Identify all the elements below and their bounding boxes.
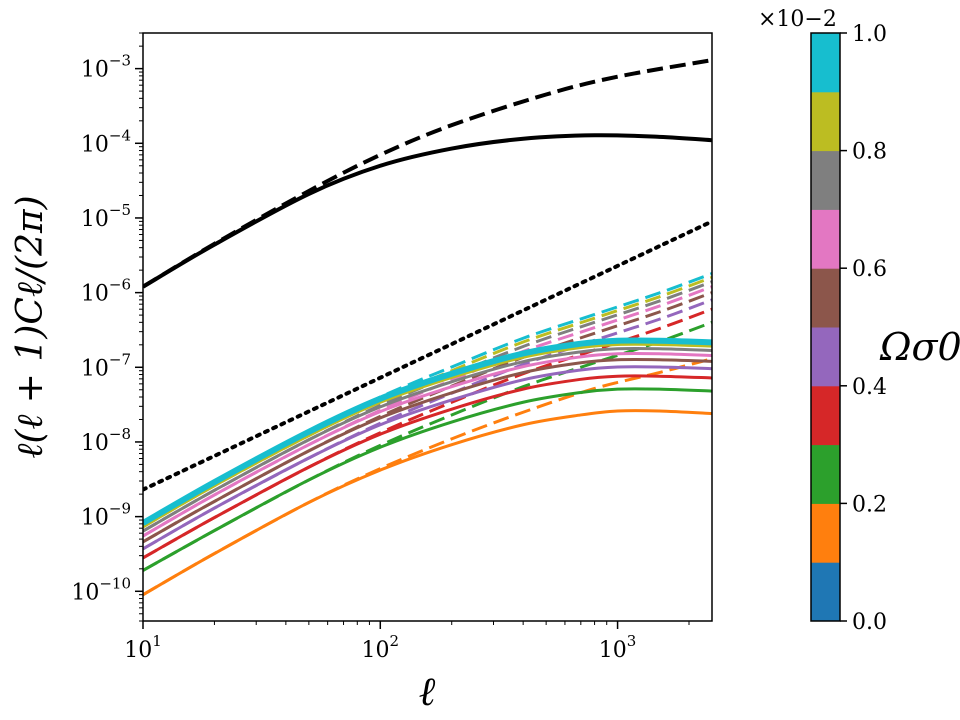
series-line-6 <box>143 320 712 572</box>
series-line-17 <box>143 342 712 529</box>
x-axis: 101 102 103 <box>124 621 690 663</box>
series-line-7 <box>143 374 712 560</box>
x-tick-label: 101 <box>124 632 162 663</box>
x-tick-label: 102 <box>362 632 400 663</box>
y-tick-label: 10−7 <box>81 350 131 381</box>
colorbar-ticks: 0.0 0.2 0.4 0.6 0.8 1.0 <box>840 22 887 635</box>
colorbar-segment <box>811 327 840 387</box>
series-line-5 <box>143 387 712 572</box>
colorbar-segment <box>811 444 840 504</box>
colorbar <box>811 33 840 622</box>
colorbar-segment <box>811 268 840 328</box>
plot-area <box>143 33 712 621</box>
colorbar-segment <box>811 562 840 622</box>
colorbar-segment <box>811 33 840 93</box>
colorbar-segment <box>811 91 840 152</box>
y-tick-label: 10−8 <box>81 425 131 456</box>
series-line-11 <box>143 358 712 544</box>
y-axis: 10−10 10−9 10−8 10−7 10−6 10−5 10−4 10−3 <box>71 32 143 622</box>
colorbar-tick-label: 0.0 <box>852 610 887 635</box>
colorbar-multiplier: ×10−2 <box>758 7 837 32</box>
colorbar-tick-label: 0.6 <box>852 257 887 282</box>
colorbar-tick-label: 0.4 <box>852 375 887 400</box>
series-line-9 <box>143 365 712 551</box>
x-axis-title: ℓ <box>419 669 436 715</box>
series-line-20 <box>143 272 712 525</box>
y-tick-label: 10−3 <box>81 52 131 83</box>
y-tick-label: 10−4 <box>81 126 131 157</box>
x-tick-label: 103 <box>599 632 637 663</box>
y-tick-label: 10−6 <box>81 276 131 307</box>
colorbar-tick-label: 1.0 <box>852 22 887 47</box>
colorbar-segment <box>811 503 840 563</box>
plot-frame <box>142 32 713 622</box>
colorbar-tick-label: 0.8 <box>852 140 887 165</box>
colorbar-tick-label: 0.2 <box>852 492 887 517</box>
series-line-19 <box>143 337 712 526</box>
series-line-15 <box>143 346 712 533</box>
series-line-13 <box>143 351 712 538</box>
series-line-3 <box>143 409 712 597</box>
y-tick-label: 10−9 <box>81 500 131 531</box>
series-line-1 <box>143 133 712 289</box>
y-tick-label: 10−5 <box>81 201 131 232</box>
y-tick-label: 10−10 <box>71 574 131 605</box>
series-layer <box>143 58 712 597</box>
colorbar-title: Ωσ0 <box>879 325 960 369</box>
series-line-4 <box>143 357 712 597</box>
colorbar-segment <box>811 209 840 269</box>
colorbar-frame <box>810 32 841 622</box>
colorbar-segment <box>811 385 840 446</box>
series-line-0 <box>143 58 712 289</box>
colorbar-segment <box>811 150 840 210</box>
series-line-2 <box>143 219 712 492</box>
y-axis-title: ℓ(ℓ + 1)Cℓ/(2π) <box>10 195 51 458</box>
